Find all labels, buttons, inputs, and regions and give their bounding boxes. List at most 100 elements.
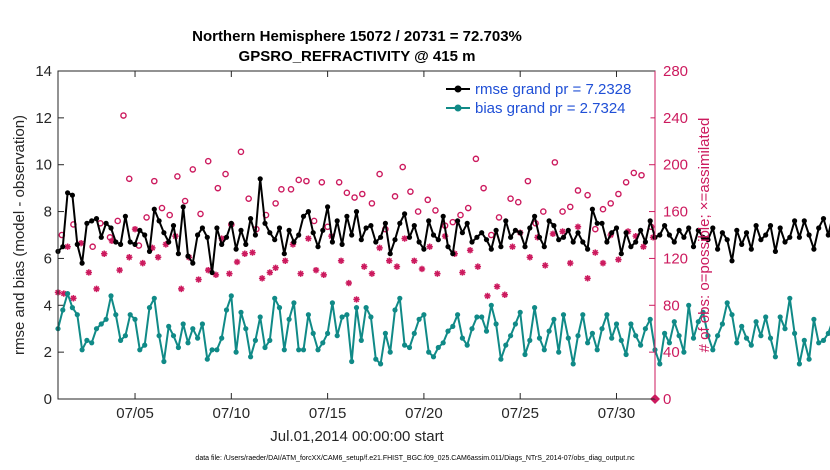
bias-point <box>199 321 205 327</box>
rmse-point <box>272 237 278 243</box>
possible-obs-marker <box>106 234 114 241</box>
bias-point <box>662 330 668 336</box>
bias-point <box>455 312 461 318</box>
rmse-point <box>792 218 798 224</box>
bias-point <box>565 335 571 341</box>
bias-point <box>430 354 437 360</box>
assimilated-obs-marker <box>509 243 516 250</box>
rmse-point <box>426 218 432 224</box>
series-area <box>54 112 830 404</box>
assimilated-obs-marker <box>434 270 441 277</box>
bias-point <box>604 312 610 318</box>
possible-obs-marker <box>343 189 351 197</box>
possible-obs-marker <box>457 211 464 219</box>
assimilated-obs-marker <box>493 283 501 290</box>
assimilated-obs-marker <box>474 263 482 270</box>
y-right-tick-label: 160 <box>663 204 688 221</box>
bias-point <box>349 358 355 365</box>
assimilated-obs-marker <box>312 266 320 274</box>
rmse-point <box>748 246 754 252</box>
rmse-point <box>734 227 740 233</box>
rmse-point <box>594 220 600 226</box>
x-tick-label: 07/10 <box>213 405 251 422</box>
assimilated-obs-marker <box>632 232 639 240</box>
rmse-point <box>156 218 162 224</box>
bias-point <box>392 307 398 313</box>
rmse-point <box>402 211 408 217</box>
rmse-point <box>609 230 615 236</box>
assimilated-obs-marker <box>131 225 139 233</box>
rmse-point <box>74 241 80 247</box>
rmse-point <box>204 234 210 240</box>
bias-point <box>113 312 119 318</box>
y-axis-label-right: # of obs: o=possible; ×=assimilated <box>696 118 713 353</box>
assimilated-obs-marker <box>592 249 599 256</box>
bias-point <box>252 337 258 343</box>
assimilated-obs-marker <box>393 263 401 270</box>
rmse-point <box>772 248 779 254</box>
rmse-point <box>397 220 403 226</box>
bias-point <box>536 335 543 341</box>
assimilated-obs-marker <box>466 247 474 254</box>
possible-obs-marker <box>507 195 514 202</box>
assimilated-obs-marker <box>126 254 133 261</box>
bias-point <box>493 321 499 327</box>
rmse-point <box>628 244 634 250</box>
rmse-point <box>84 220 90 226</box>
rmse-point <box>739 241 745 247</box>
assimilated-obs-marker <box>501 291 508 298</box>
possible-obs-marker <box>295 176 303 184</box>
possible-obs-marker <box>407 188 414 195</box>
rmse-point <box>599 220 605 226</box>
bias-point <box>522 351 528 358</box>
rmse-point <box>267 230 273 236</box>
rmse-point <box>777 225 783 231</box>
assimilated-obs-marker <box>549 230 557 238</box>
y-right-tick-label: 120 <box>663 250 688 267</box>
rmse-point <box>719 230 726 236</box>
bias-point <box>122 333 128 339</box>
bias-point <box>647 316 653 322</box>
bias-point <box>445 328 451 334</box>
possible-obs-marker <box>432 207 439 214</box>
possible-obs-marker <box>574 187 582 194</box>
possible-obs-marker <box>318 178 326 186</box>
bias-point <box>628 321 634 327</box>
assimilated-obs-marker <box>526 254 534 261</box>
bias-point <box>546 328 552 334</box>
rmse-point <box>450 251 456 257</box>
assimilated-obs-marker <box>426 243 433 250</box>
x-tick-label: 07/05 <box>116 405 154 422</box>
bias-point <box>633 333 639 339</box>
rmse-point <box>816 225 822 231</box>
rmse-point <box>281 251 287 257</box>
bias-point <box>820 337 827 343</box>
possible-obs-marker <box>181 197 189 205</box>
bias-point <box>710 347 716 353</box>
rmse-point <box>363 225 369 231</box>
bias-point <box>556 349 562 355</box>
bias-point <box>397 295 403 301</box>
bias-point <box>609 335 615 341</box>
possible-obs-marker <box>114 217 121 225</box>
rmse-point <box>329 239 335 245</box>
bias-point <box>686 302 692 308</box>
legend-entry-bias: bias grand pr = 2.7324 <box>446 100 626 117</box>
bias-point <box>248 354 254 360</box>
rmse-point <box>79 260 85 266</box>
bias-point <box>228 293 234 299</box>
assimilated-obs-marker <box>70 295 77 302</box>
plot-area <box>58 71 655 399</box>
rmse-point <box>604 239 610 245</box>
rmse-point <box>565 227 571 233</box>
rmse-point <box>65 190 71 196</box>
rmse-point <box>185 253 191 259</box>
bias-point <box>508 333 514 339</box>
rmse-point <box>334 218 340 224</box>
axes <box>57 70 656 400</box>
data-file-footnote: data file: /Users/raeder/DAI/ATM_forcXX/… <box>195 455 635 462</box>
bias-point <box>69 305 75 311</box>
possible-obs-marker <box>424 196 432 204</box>
rmse-point <box>421 246 427 252</box>
rmse-point <box>811 246 817 252</box>
